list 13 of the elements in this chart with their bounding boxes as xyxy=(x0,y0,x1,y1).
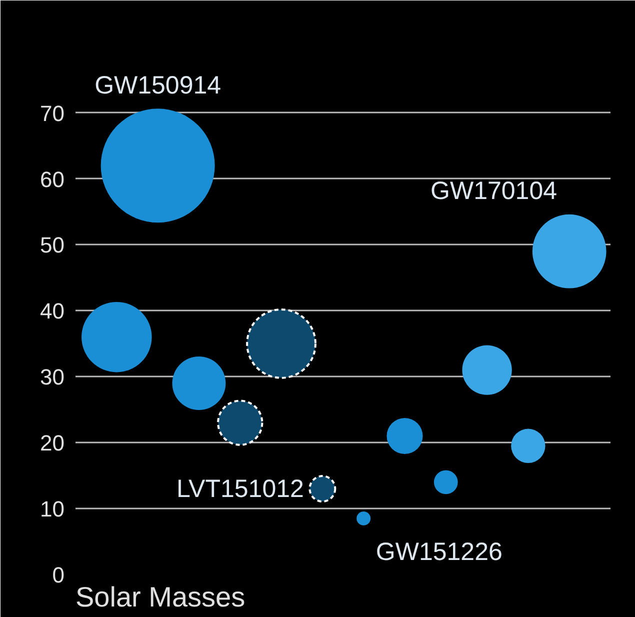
series-label: GW150914 xyxy=(94,72,222,100)
series-label: GW170104 xyxy=(430,177,558,206)
y-tick-label: 50 xyxy=(40,232,65,258)
text: Solar Masses xyxy=(76,582,246,612)
series-label: GW151226 xyxy=(376,538,502,566)
y-tick-label: 10 xyxy=(40,496,65,522)
y-tick-label: 70 xyxy=(40,100,65,126)
y-tick-label: 20 xyxy=(40,430,65,456)
series-label: LVT151012 xyxy=(176,474,304,503)
y-tick-label: 0 xyxy=(52,562,65,588)
y-tick-label: 60 xyxy=(40,166,65,192)
y-tick-label: 30 xyxy=(40,364,65,390)
y-tick-label: 40 xyxy=(40,298,65,324)
